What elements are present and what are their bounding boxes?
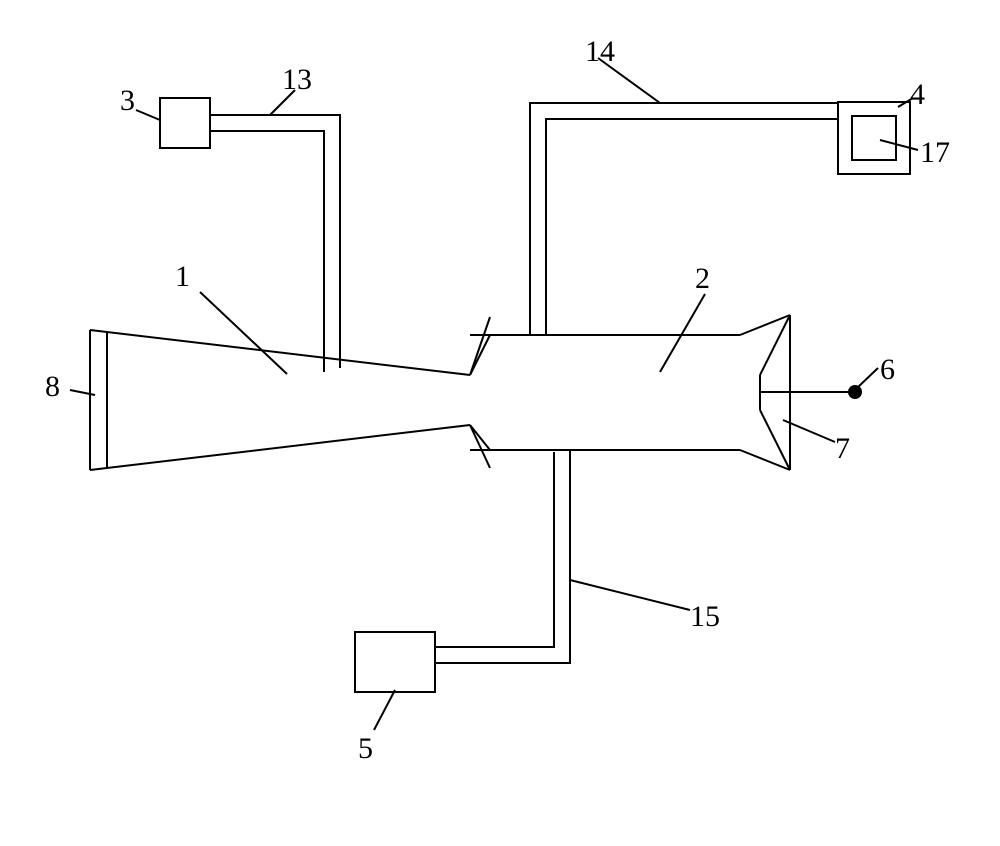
leader-l2 — [660, 294, 705, 372]
nozzle-throat-top — [760, 315, 790, 375]
label-n7: 7 — [835, 432, 850, 466]
pipe-13-outer — [210, 115, 340, 368]
cone-bottom — [90, 425, 470, 470]
body-inlet-top — [470, 317, 490, 375]
pipe-15-outer — [435, 450, 570, 663]
pipe-14-inner — [546, 119, 838, 335]
leader-l6 — [857, 368, 878, 388]
leader-l17 — [880, 140, 918, 150]
pipe-15-inner — [435, 452, 554, 647]
box-5 — [355, 632, 435, 692]
body-left-upper — [470, 335, 490, 375]
label-n1: 1 — [175, 260, 190, 294]
label-n2: 2 — [695, 262, 710, 296]
label-n15: 15 — [690, 600, 720, 634]
leader-l3 — [136, 110, 160, 120]
pipe-13-inner — [210, 131, 324, 372]
leader-l8 — [70, 390, 95, 395]
box-4-outer — [838, 102, 910, 174]
box-4-inner — [852, 116, 896, 160]
label-n14: 14 — [585, 35, 615, 69]
leader-l15 — [570, 580, 690, 610]
pipe-14-outer — [530, 103, 838, 335]
label-n17: 17 — [920, 136, 950, 170]
nozzle-throat-bot — [760, 410, 790, 470]
box-3 — [160, 98, 210, 148]
label-n5: 5 — [358, 732, 373, 766]
label-n13: 13 — [282, 63, 312, 97]
label-n6: 6 — [880, 353, 895, 387]
label-n4: 4 — [910, 78, 925, 112]
leader-l5 — [374, 690, 395, 730]
label-n3: 3 — [120, 84, 135, 118]
leader-l1 — [200, 292, 287, 374]
probe-tip — [848, 385, 862, 399]
label-n8: 8 — [45, 370, 60, 404]
